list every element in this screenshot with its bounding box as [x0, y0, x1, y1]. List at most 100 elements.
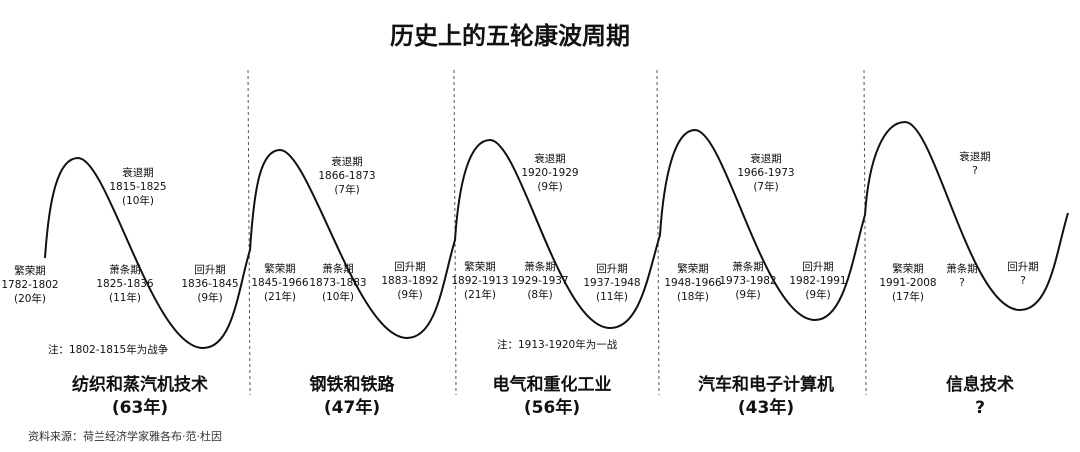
tech-tech: 钢铁和铁路: [309, 375, 395, 395]
phase-dur: (7年): [334, 184, 360, 196]
cycle2-recession-label: 衰退期 1866-1873 (7年): [302, 155, 392, 197]
phase-years: 1815-1825: [109, 181, 167, 193]
phase-name: 萧条期: [946, 263, 978, 275]
phase-years: 1782-1802: [1, 279, 59, 291]
phase-dur: (10年): [321, 291, 355, 303]
cycle4-recession-label: 衰退期 1966-1973 (7年): [721, 152, 811, 194]
tech-total: (56年): [523, 398, 581, 418]
phase-name: 繁荣期: [892, 263, 924, 275]
tech-total: ?: [975, 398, 985, 418]
phase-years: 1973-1982: [719, 275, 777, 287]
phase-years: 1883-1892: [381, 275, 439, 287]
cycle1-boom-label: 繁荣期 1782-1802 (20年): [0, 264, 75, 306]
cycle-divider: [863, 69, 867, 396]
phase-name: 衰退期: [331, 156, 363, 168]
tech-total: (63年): [111, 398, 169, 418]
phase-dur: (7年): [753, 181, 779, 193]
phase-name: 回升期: [194, 264, 226, 276]
cycle2-boom-label: 繁荣期 1845-1966 (21年): [235, 262, 325, 304]
phase-dur: (20年): [13, 293, 47, 305]
phase-dur: (17年): [891, 291, 925, 303]
cycle5-recovery-label: 回升期?: [978, 260, 1068, 288]
phase-name: 萧条期: [732, 261, 764, 273]
cycle4-recovery-label: 回升期 1982-1991 (9年): [773, 260, 863, 302]
phase-name: 繁荣期: [264, 263, 296, 275]
phase-dur: (9年): [537, 181, 563, 193]
phase-dur: (11年): [595, 291, 629, 303]
source-note: 资料来源：荷兰经济学家雅各布·范·杜因: [28, 430, 222, 443]
phase-name: 回升期: [394, 261, 426, 273]
phase-years: 1929-1937: [511, 275, 569, 287]
phase-years: 1845-1966: [251, 277, 309, 289]
phase-name: 衰退期: [534, 153, 566, 165]
phase-name: 繁荣期: [14, 265, 46, 277]
phase-name: 繁荣期: [464, 261, 496, 273]
cycle2-recovery-label: 回升期 1883-1892 (9年): [365, 260, 455, 302]
phase-years: 1873-1883: [309, 277, 367, 289]
cycle5-recession-label: 衰退期?: [930, 150, 1020, 178]
phase-years: ?: [1020, 275, 1026, 287]
phase-dur: (9年): [805, 289, 831, 301]
phase-dur: (9年): [735, 289, 761, 301]
phase-name: 衰退期: [959, 151, 991, 163]
cycle4-depression-label: 萧条期 1973-1982 (9年): [703, 260, 793, 302]
war-note: 注：1802-1815年为战争: [48, 344, 169, 356]
tech-tech: 电气和重化工业: [492, 375, 612, 395]
cycle3-recovery-label: 回升期 1937-1948 (11年): [567, 262, 657, 304]
cycle3-recession-label: 衰退期 1920-1929 (9年): [505, 152, 595, 194]
cycle4-technology: 汽车和电子计算机 (43年): [656, 374, 876, 420]
phase-years: 1825-1836: [96, 278, 154, 290]
tech-total: (47年): [323, 398, 381, 418]
phase-years: 1982-1991: [789, 275, 847, 287]
phase-dur: (9年): [397, 289, 423, 301]
diagram-title: 历史上的五轮康波周期: [390, 22, 630, 50]
phase-years: 1937-1948: [583, 277, 641, 289]
cycle1-depression-label: 萧条期 1825-1836 (11年): [80, 263, 170, 305]
cycle3-depression-label: 萧条期 1929-1937 (8年): [495, 260, 585, 302]
wave-curve: [44, 120, 1069, 350]
phase-dur: (9年): [197, 292, 223, 304]
phase-dur: (21年): [263, 291, 297, 303]
tech-tech: 汽车和电子计算机: [698, 375, 834, 395]
phase-years: 1836-1845: [181, 278, 239, 290]
cycle5-boom-label: 繁荣期 1991-2008 (17年): [863, 262, 953, 304]
phase-dur: (8年): [527, 289, 553, 301]
phase-years: 1892-1913: [451, 275, 509, 287]
phase-name: 萧条期: [109, 264, 141, 276]
phase-name: 回升期: [1007, 261, 1039, 273]
phase-dur: (10年): [121, 195, 155, 207]
cycle1-recession-label: 衰退期 1815-1825 (10年): [93, 166, 183, 208]
phase-years: 1948-1966: [664, 277, 722, 289]
cycle1-technology: 纺织和蒸汽机技术 (63年): [30, 374, 250, 420]
phase-years: ?: [972, 165, 978, 177]
phase-name: 回升期: [802, 261, 834, 273]
phase-name: 萧条期: [322, 263, 354, 275]
war-note: 注：1913-1920年为一战: [497, 339, 618, 351]
phase-years: ?: [959, 277, 965, 289]
tech-tech: 纺织和蒸汽机技术: [72, 375, 208, 395]
cycle5-depression-label: 萧条期?: [917, 262, 1007, 290]
phase-years: 1866-1873: [318, 170, 376, 182]
cycle3-boom-label: 繁荣期 1892-1913 (21年): [435, 260, 525, 302]
cycle-divider: [247, 69, 251, 396]
phase-name: 萧条期: [524, 261, 556, 273]
cycle3-technology: 电气和重化工业 (56年): [442, 374, 662, 420]
phase-years: 1966-1973: [737, 167, 795, 179]
phase-name: 衰退期: [750, 153, 782, 165]
phase-years: 1920-1929: [521, 167, 579, 179]
cycle4-boom-label: 繁荣期 1948-1966 (18年): [648, 262, 738, 304]
phase-dur: (18年): [676, 291, 710, 303]
phase-name: 衰退期: [122, 167, 154, 179]
cycle1-recovery-label: 回升期 1836-1845 (9年): [165, 263, 255, 305]
phase-years: 1991-2008: [879, 277, 937, 289]
cycle5-technology: 信息技术?: [870, 374, 1080, 420]
phase-dur: (21年): [463, 289, 497, 301]
phase-dur: (11年): [108, 292, 142, 304]
phase-name: 繁荣期: [677, 263, 709, 275]
cycle-divider: [656, 69, 660, 396]
cycle2-technology: 钢铁和铁路 (47年): [242, 374, 462, 420]
phase-name: 回升期: [596, 263, 628, 275]
cycle2-depression-label: 萧条期 1873-1883 (10年): [293, 262, 383, 304]
